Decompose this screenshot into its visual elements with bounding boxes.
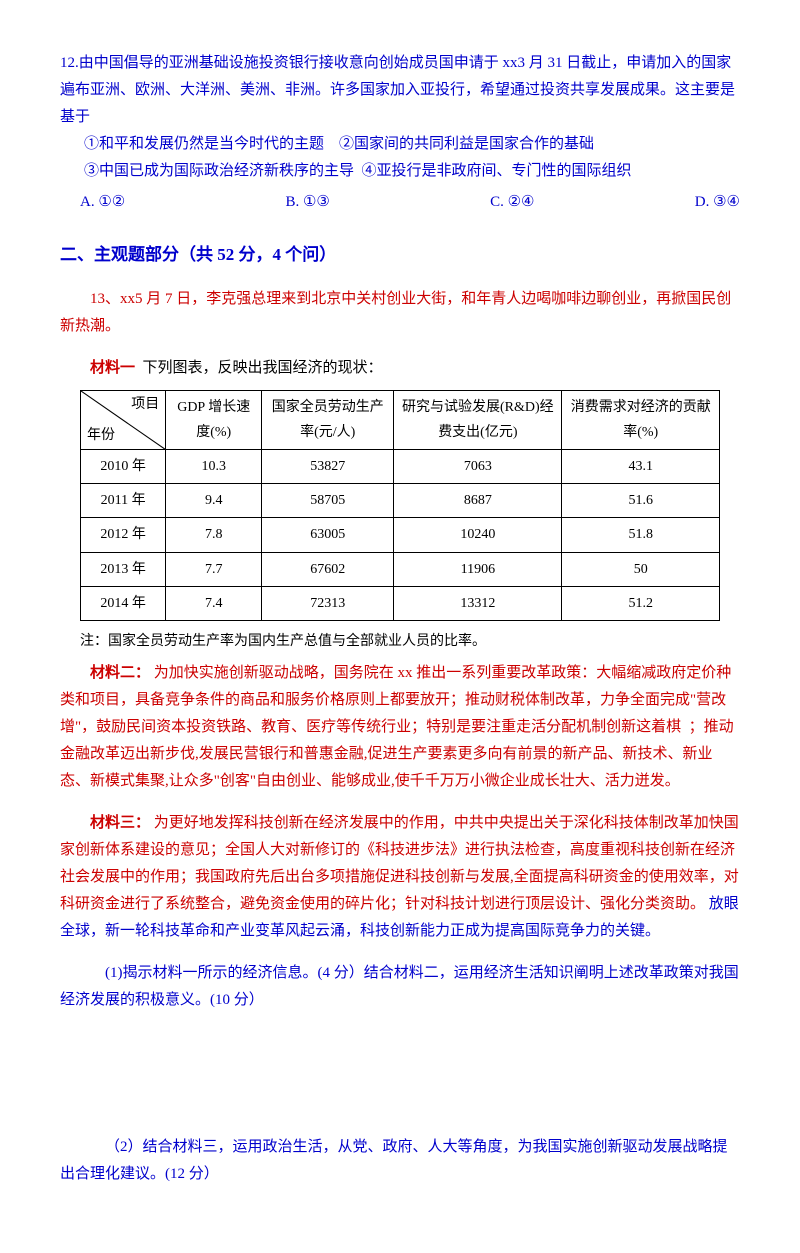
table-row: 2012 年7.8630051024051.8 — [81, 518, 720, 552]
table-header: 国家全员劳动生产率(元/人) — [262, 390, 394, 449]
answer-space-1 — [60, 1029, 740, 1119]
option-b: B. ①③ — [285, 189, 329, 216]
option-d: D. ③④ — [695, 189, 740, 216]
table-cell: 7.8 — [166, 518, 262, 552]
table-cell: 51.8 — [562, 518, 720, 552]
table-cell: 53827 — [262, 449, 394, 483]
table-cell: 13312 — [394, 586, 562, 620]
table-cell: 2013 年 — [81, 552, 166, 586]
table-cell: 10.3 — [166, 449, 262, 483]
material2-label: 材料二： — [90, 665, 150, 681]
table-cell: 63005 — [262, 518, 394, 552]
q12-statement-1: ①和平和发展仍然是当今时代的主题 ②国家间的共同利益是国家合作的基础 — [60, 131, 740, 158]
material1-line: 材料一 下列图表，反映出我国经济的现状： — [60, 355, 740, 382]
q12-prompt: 12.由中国倡导的亚洲基础设施投资银行接收意向创始成员国申请于 xx3 月 31… — [60, 50, 740, 131]
table-cell: 7063 — [394, 449, 562, 483]
table-cell: 2011 年 — [81, 484, 166, 518]
table-cell: 67602 — [262, 552, 394, 586]
table-row: 2011 年9.458705868751.6 — [81, 484, 720, 518]
table-cell: 2014 年 — [81, 586, 166, 620]
material1-label: 材料一 — [90, 360, 135, 376]
material2-text: 为加快实施创新驱动战略，国务院在 xx 推出一系列重要改革政策：大幅缩减政府定价… — [60, 665, 734, 789]
material1-desc: 下列图表，反映出我国经济的现状： — [135, 360, 383, 376]
material3-text-1: 为更好地发挥科技创新在经济发展中的作用，中共中央提出关于深化科技体制改革加快国家… — [60, 815, 739, 912]
diag-bottom-label: 年份 — [87, 423, 115, 448]
table-cell: 11906 — [394, 552, 562, 586]
table-row: 2014 年7.4723131331251.2 — [81, 586, 720, 620]
q13-intro: 13、xx5 月 7 日，李克强总理来到北京中关村创业大街，和年青人边喝咖啡边聊… — [60, 286, 740, 340]
table-note: 注：国家全员劳动生产率为国内生产总值与全部就业人员的比率。 — [80, 629, 740, 654]
table-cell: 51.6 — [562, 484, 720, 518]
economic-data-table: 项目年份GDP 增长速度(%)国家全员劳动生产率(元/人)研究与试验发展(R&D… — [80, 390, 720, 621]
table-cell: 2010 年 — [81, 449, 166, 483]
table-cell: 9.4 — [166, 484, 262, 518]
question-1: (1)揭示材料一所示的经济信息。(4 分）结合材料二，运用经济生活知识阐明上述改… — [60, 960, 740, 1014]
table-header: 消费需求对经济的贡献率(%) — [562, 390, 720, 449]
table-header: GDP 增长速度(%) — [166, 390, 262, 449]
option-c: C. ②④ — [490, 189, 534, 216]
table-cell: 58705 — [262, 484, 394, 518]
table-cell: 7.4 — [166, 586, 262, 620]
table-cell: 8687 — [394, 484, 562, 518]
table-header: 研究与试验发展(R&D)经费支出(亿元) — [394, 390, 562, 449]
table-header-diagonal: 项目年份 — [81, 390, 166, 449]
option-a: A. ①② — [80, 189, 125, 216]
table-row: 2010 年10.353827706343.1 — [81, 449, 720, 483]
table-row: 2013 年7.7676021190650 — [81, 552, 720, 586]
diag-top-label: 项目 — [131, 392, 159, 417]
table-cell: 10240 — [394, 518, 562, 552]
table-cell: 72313 — [262, 586, 394, 620]
section-title: 二、主观题部分（共 52 分，4 个问） — [60, 240, 740, 271]
question-2: （2）结合材料三，运用政治生活，从党、政府、人大等角度，为我国实施创新驱动发展战… — [60, 1134, 740, 1188]
material3-label: 材料三： — [90, 815, 150, 831]
table-cell: 2012 年 — [81, 518, 166, 552]
material3-paragraph: 材料三： 为更好地发挥科技创新在经济发展中的作用，中共中央提出关于深化科技体制改… — [60, 810, 740, 945]
q12-statement-2: ③中国已成为国际政治经济新秩序的主导 ④亚投行是非政府间、专门性的国际组织 — [60, 158, 740, 185]
table-cell: 51.2 — [562, 586, 720, 620]
table-cell: 43.1 — [562, 449, 720, 483]
table-cell: 50 — [562, 552, 720, 586]
q12-options: A. ①② B. ①③ C. ②④ D. ③④ — [60, 189, 740, 216]
material2-paragraph: 材料二： 为加快实施创新驱动战略，国务院在 xx 推出一系列重要改革政策：大幅缩… — [60, 660, 740, 795]
table-cell: 7.7 — [166, 552, 262, 586]
